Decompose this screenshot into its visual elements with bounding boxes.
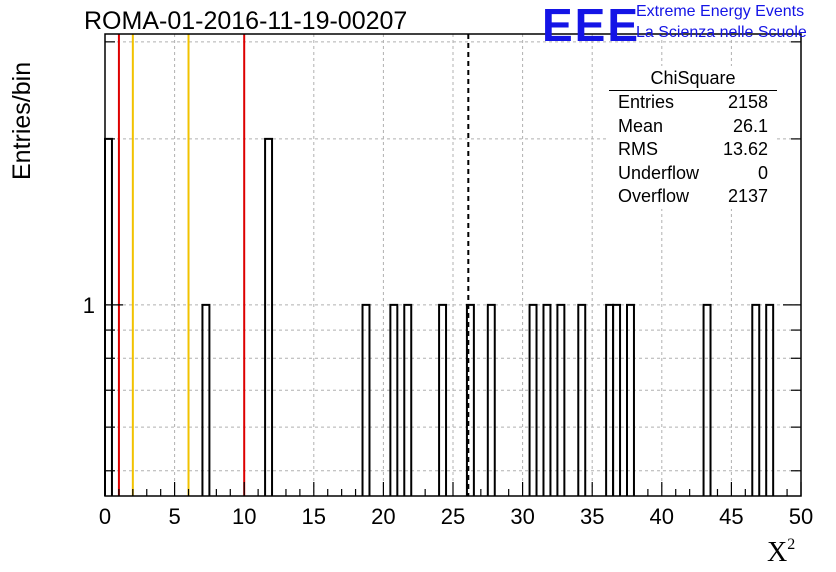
x-axis-label-main: X — [767, 537, 788, 568]
histogram-bin — [751, 303, 761, 496]
x-axis-label-superscript: 2 — [787, 536, 796, 553]
stats-value: 2137 — [727, 186, 768, 207]
histogram-bin — [556, 303, 566, 496]
x-tick-label: 10 — [232, 504, 256, 529]
histogram-bin — [612, 303, 622, 496]
stats-value: 2158 — [727, 92, 768, 112]
x-tick-label: 45 — [719, 504, 743, 529]
histogram-bin — [577, 303, 587, 496]
tick-layer: 0 5 10 15 20 25 30 35 40 45 50 1 — [83, 41, 813, 529]
histogram-bin — [465, 303, 475, 496]
histogram-bin — [438, 303, 448, 496]
histogram-bin — [702, 303, 712, 496]
x-tick-label: 40 — [650, 504, 674, 529]
logo-line-2: La Scienza nelle Scuole — [636, 24, 807, 41]
x-tick-label: 5 — [168, 504, 180, 529]
run-title: ROMA-01-2016-11-19-00207 — [84, 7, 408, 35]
stats-row-rms: RMS 13.62 — [609, 138, 777, 162]
stats-row-mean: Mean 26.1 — [609, 115, 777, 139]
stats-value: 26.1 — [732, 115, 768, 136]
x-tick-label: 30 — [510, 504, 534, 529]
grid-layer — [105, 34, 801, 496]
stats-label: Underflow — [618, 162, 700, 183]
x-axis-label: X2 — [767, 536, 795, 569]
stats-value: 0 — [757, 162, 768, 183]
stats-label: Overflow — [618, 186, 690, 207]
logo-line-1: Extreme Energy Events — [636, 3, 805, 20]
x-tick-label: 35 — [580, 504, 604, 529]
stats-row-entries: Entries 2158 — [609, 91, 777, 115]
stats-label: Mean — [618, 115, 664, 136]
histogram-bin — [104, 137, 113, 496]
histogram-bin — [389, 303, 399, 496]
stats-box: ChiSquare Entries 2158 Mean 26.1 RMS 13.… — [609, 66, 777, 209]
logo-mark: EEE — [542, 0, 641, 51]
stats-title: ChiSquare — [609, 66, 777, 91]
x-tick-label: 15 — [302, 504, 326, 529]
stats-label: RMS — [618, 139, 658, 160]
histogram-bin — [528, 303, 538, 496]
histogram-bin — [486, 303, 496, 496]
histogram-bin — [626, 303, 635, 496]
histogram-bin — [765, 303, 775, 496]
histogram-bin — [542, 303, 552, 496]
stats-label: Entries — [618, 92, 675, 112]
stats-value: 13.62 — [722, 139, 768, 160]
x-tick-label: 50 — [789, 504, 813, 529]
histogram-bin — [403, 303, 413, 496]
y-axis-label: Entries/bin — [8, 61, 36, 180]
histogram-bin — [201, 303, 211, 496]
reference-lines-layer — [117, 34, 470, 496]
stats-row-underflow: Underflow 0 — [609, 162, 777, 186]
y-tick-label: 1 — [83, 293, 95, 318]
histogram-bin — [361, 303, 371, 496]
histogram-layer — [104, 137, 775, 496]
x-tick-label: 20 — [371, 504, 395, 529]
histogram-bin — [264, 137, 274, 496]
histogram-bin — [605, 303, 615, 496]
x-tick-label: 25 — [441, 504, 465, 529]
stats-row-overflow: Overflow 2137 — [609, 185, 777, 209]
x-tick-label: 0 — [99, 504, 111, 529]
